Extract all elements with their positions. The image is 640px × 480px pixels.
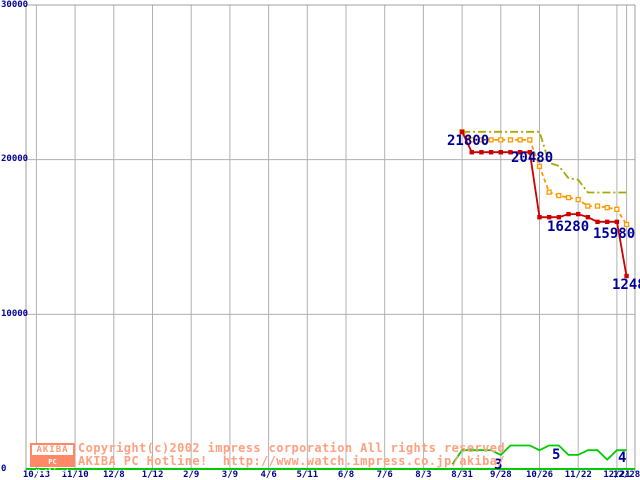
data-point-marker [605, 219, 610, 225]
x-axis-tick-label: 5/11 [296, 469, 319, 480]
copyright-line1: Copyright(c)2002 impress corporation All… [78, 441, 505, 455]
data-point-marker [536, 163, 543, 169]
copyright-text: Copyright(c)2002 impress corporation All… [78, 442, 505, 468]
data-point-marker [585, 215, 591, 220]
data-point-marker [498, 150, 503, 155]
data-point-marker [614, 219, 620, 225]
value-annotation: 5 [552, 447, 561, 463]
data-point-marker [527, 150, 532, 155]
data-point-marker [498, 137, 504, 143]
value-annotation: 12480 [612, 277, 640, 293]
data-point-marker [479, 150, 484, 155]
data-point-marker [527, 137, 533, 143]
data-point-marker [575, 211, 581, 217]
x-axis-tick-label: 2/9 [183, 469, 200, 480]
x-axis-tick-label: 3/9 [221, 469, 239, 480]
value-annotation: 16280 [547, 219, 590, 235]
x-axis-tick-label: 9/28 [490, 469, 512, 480]
y-axis-tick-label: 20000 [1, 154, 29, 165]
data-point-marker [595, 219, 600, 225]
data-point-marker [624, 273, 629, 279]
data-point-marker [575, 196, 581, 203]
data-point-marker [488, 150, 494, 155]
data-point-marker [459, 129, 465, 135]
data-point-marker [517, 150, 523, 155]
y-axis-tick-label: 0 [1, 463, 7, 474]
data-point-marker [488, 137, 494, 143]
data-point-marker [537, 215, 542, 220]
x-axis-tick-label: 12/28 [613, 469, 640, 480]
x-axis-tick-label: 12/8 [103, 469, 125, 480]
value-annotation: 15980 [593, 226, 636, 242]
highest-price-line [462, 130, 627, 194]
logo-pc-hotline-badge: PC Hotline! [30, 457, 75, 476]
data-point-marker [556, 192, 562, 199]
copyright-line2: AKIBA PC Hotline! http://www.watch.impre… [78, 454, 505, 468]
data-point-marker [585, 203, 591, 209]
x-axis-tick-label: 1/12 [141, 469, 164, 480]
data-point-marker [546, 189, 552, 195]
value-annotation: 4 [618, 450, 627, 466]
data-point-marker [469, 150, 474, 155]
y-axis-tick-label: 10000 [1, 308, 29, 319]
data-point-marker [478, 137, 485, 143]
logo-akiba-text: AKIBA [30, 443, 75, 457]
value-annotation: 3 [494, 457, 503, 473]
y-axis-tick-label: 30000 [1, 0, 29, 10]
x-axis-tick-label: 8/3 [415, 469, 432, 480]
x-axis-tick-label: 12/21 [603, 469, 631, 480]
data-point-marker [604, 204, 610, 211]
x-axis-tick-label: 10/26 [526, 469, 554, 480]
data-point-marker [507, 137, 514, 143]
x-axis-tick-label: 10/13 [23, 470, 50, 480]
x-axis-tick-label: 8/31 [451, 469, 473, 480]
data-point-marker [546, 215, 552, 220]
data-point-marker [594, 203, 601, 209]
x-axis-tick-label: 4/6 [260, 469, 277, 480]
data-point-marker [469, 137, 475, 143]
value-annotation: 20480 [511, 150, 554, 166]
x-axis-tick-label: 11/22 [564, 469, 592, 480]
data-point-marker [565, 194, 572, 201]
shop-count-line [451, 444, 627, 465]
x-axis-tick-label: 7/6 [376, 469, 393, 480]
x-axis-tick-label: 6/8 [337, 469, 355, 480]
data-point-marker [623, 221, 630, 228]
data-point-marker [556, 215, 562, 220]
x-axis-tick-label: 11/10 [61, 469, 89, 480]
data-point-marker [566, 211, 571, 217]
data-point-marker [517, 137, 523, 143]
data-point-marker [614, 206, 620, 212]
value-annotation: 21800 [447, 133, 490, 149]
akiba-pc-hotline-logo: AKIBA PC Hotline! [30, 443, 75, 476]
data-point-marker [508, 150, 513, 155]
